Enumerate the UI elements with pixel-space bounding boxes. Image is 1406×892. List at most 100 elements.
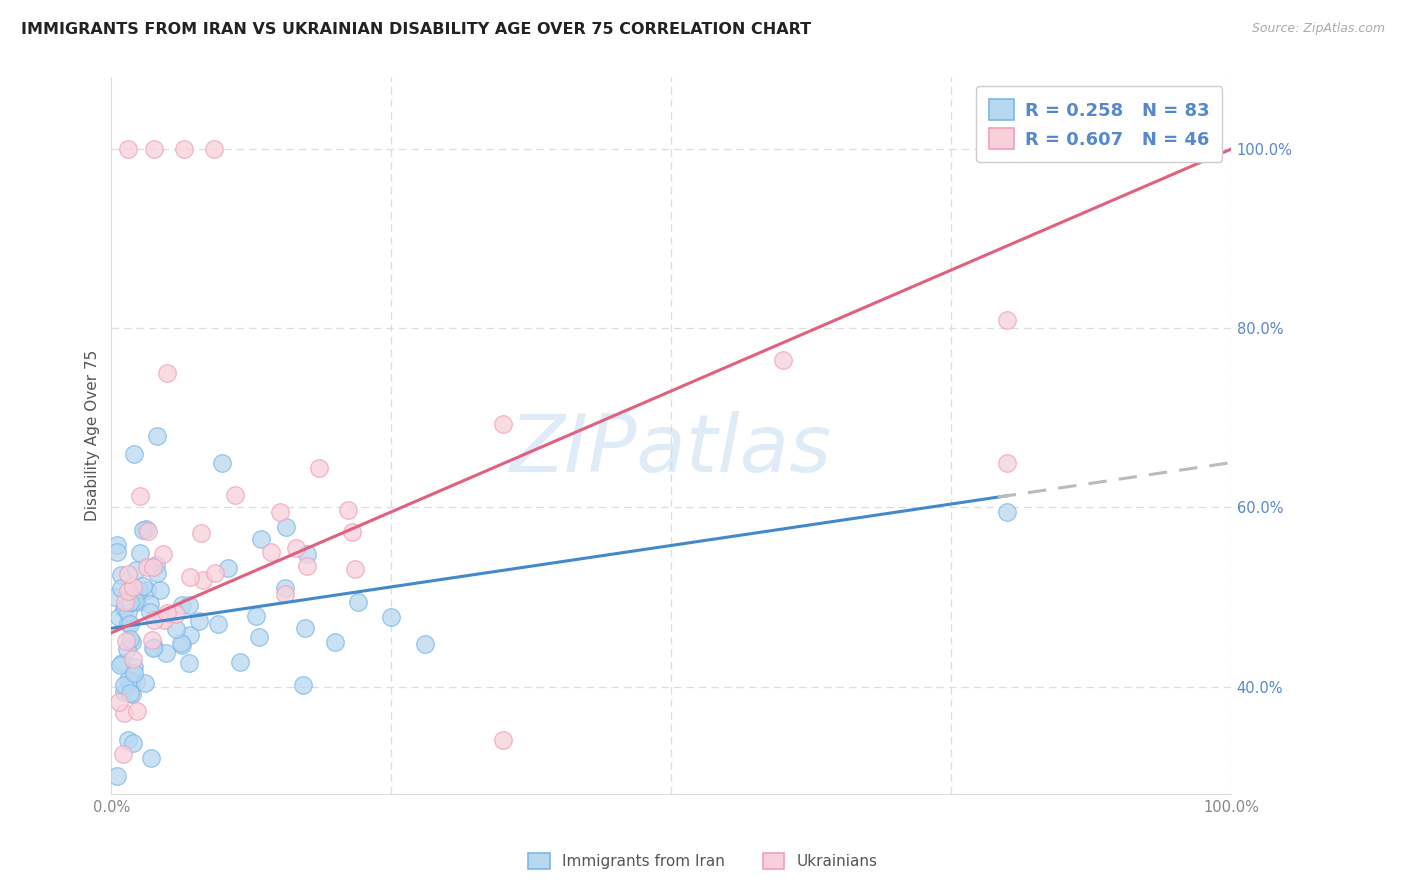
Point bbox=[132, 579, 155, 593]
Point bbox=[117, 615, 139, 630]
Point bbox=[139, 751, 162, 765]
Point bbox=[107, 610, 129, 624]
Point bbox=[118, 616, 141, 631]
Point bbox=[117, 673, 139, 688]
Legend: Immigrants from Iran, Ukrainians: Immigrants from Iran, Ukrainians bbox=[522, 847, 884, 875]
Point bbox=[274, 520, 297, 534]
Point bbox=[142, 640, 165, 654]
Text: ZIPatlas: ZIPatlas bbox=[510, 411, 832, 489]
Point bbox=[139, 597, 162, 611]
Point bbox=[105, 538, 128, 552]
Point bbox=[170, 638, 193, 652]
Point bbox=[117, 605, 139, 619]
Point bbox=[344, 562, 367, 576]
Point bbox=[273, 587, 295, 601]
Point bbox=[170, 599, 193, 613]
Point bbox=[122, 660, 145, 674]
Point bbox=[146, 428, 169, 442]
Point bbox=[285, 541, 308, 556]
Point bbox=[346, 594, 368, 608]
Point bbox=[122, 580, 145, 594]
Point bbox=[120, 673, 142, 688]
Point bbox=[111, 747, 134, 761]
Point bbox=[143, 613, 166, 627]
Point bbox=[165, 607, 187, 622]
Point bbox=[122, 652, 145, 666]
Point bbox=[146, 566, 169, 580]
Point bbox=[124, 563, 146, 577]
Point bbox=[132, 523, 155, 537]
Point bbox=[413, 637, 436, 651]
Point bbox=[153, 613, 176, 627]
Point bbox=[129, 546, 152, 560]
Point bbox=[121, 635, 143, 649]
Point bbox=[122, 666, 145, 681]
Point bbox=[295, 558, 318, 573]
Point bbox=[1164, 142, 1187, 156]
Point bbox=[337, 503, 360, 517]
Point bbox=[110, 581, 132, 595]
Point bbox=[143, 142, 166, 156]
Point bbox=[245, 608, 267, 623]
Point bbox=[179, 569, 201, 583]
Point bbox=[217, 561, 239, 575]
Point bbox=[260, 545, 283, 559]
Point bbox=[110, 658, 132, 673]
Point bbox=[135, 582, 157, 597]
Point bbox=[211, 456, 233, 470]
Point bbox=[127, 704, 149, 718]
Point bbox=[142, 641, 165, 656]
Point bbox=[112, 602, 135, 616]
Point bbox=[125, 595, 148, 609]
Point bbox=[117, 142, 139, 156]
Point bbox=[111, 656, 134, 670]
Point bbox=[325, 635, 347, 649]
Point bbox=[120, 632, 142, 646]
Point bbox=[117, 584, 139, 599]
Point bbox=[121, 594, 143, 608]
Point bbox=[204, 142, 226, 156]
Point bbox=[165, 622, 187, 636]
Point bbox=[273, 581, 295, 595]
Point bbox=[121, 589, 143, 603]
Point bbox=[104, 590, 127, 604]
Point bbox=[149, 583, 172, 598]
Point bbox=[105, 769, 128, 783]
Point bbox=[114, 600, 136, 615]
Y-axis label: Disability Age Over 75: Disability Age Over 75 bbox=[86, 350, 100, 521]
Point bbox=[124, 594, 146, 608]
Point bbox=[308, 461, 330, 475]
Point bbox=[155, 646, 177, 660]
Point bbox=[772, 353, 794, 368]
Point bbox=[204, 566, 226, 581]
Point bbox=[269, 505, 291, 519]
Point bbox=[179, 598, 201, 612]
Point bbox=[156, 366, 179, 380]
Point bbox=[129, 489, 152, 503]
Point bbox=[122, 447, 145, 461]
Point bbox=[112, 677, 135, 691]
Point bbox=[125, 674, 148, 689]
Text: Source: ZipAtlas.com: Source: ZipAtlas.com bbox=[1251, 22, 1385, 36]
Point bbox=[122, 736, 145, 750]
Point bbox=[152, 547, 174, 561]
Point bbox=[139, 605, 162, 619]
Point bbox=[115, 641, 138, 656]
Point bbox=[187, 614, 209, 628]
Point bbox=[120, 686, 142, 700]
Point bbox=[117, 567, 139, 582]
Point bbox=[294, 621, 316, 635]
Text: IMMIGRANTS FROM IRAN VS UKRAINIAN DISABILITY AGE OVER 75 CORRELATION CHART: IMMIGRANTS FROM IRAN VS UKRAINIAN DISABI… bbox=[21, 22, 811, 37]
Point bbox=[134, 676, 156, 690]
Point bbox=[1164, 106, 1187, 120]
Point bbox=[142, 560, 165, 574]
Point bbox=[141, 633, 163, 648]
Point bbox=[115, 634, 138, 648]
Point bbox=[135, 522, 157, 536]
Point bbox=[105, 545, 128, 559]
Legend: R = 0.258   N = 83, R = 0.607   N = 46: R = 0.258 N = 83, R = 0.607 N = 46 bbox=[976, 87, 1222, 161]
Point bbox=[128, 582, 150, 597]
Point bbox=[292, 678, 315, 692]
Point bbox=[295, 547, 318, 561]
Point bbox=[170, 636, 193, 650]
